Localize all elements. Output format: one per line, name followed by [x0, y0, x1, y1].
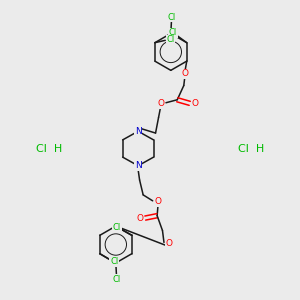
Text: O: O	[166, 238, 172, 247]
Text: O: O	[136, 214, 143, 223]
Text: Cl: Cl	[169, 28, 177, 38]
Text: O: O	[154, 197, 161, 206]
Text: Cl: Cl	[167, 13, 175, 22]
Text: O: O	[192, 99, 199, 108]
Text: Cl  H: Cl H	[36, 143, 62, 154]
Text: Cl: Cl	[112, 275, 121, 284]
Text: O: O	[157, 99, 164, 108]
Text: Cl: Cl	[167, 35, 175, 44]
Text: Cl: Cl	[113, 223, 121, 232]
Text: O: O	[181, 69, 188, 78]
Text: Cl: Cl	[110, 257, 118, 266]
Text: Cl  H: Cl H	[238, 143, 264, 154]
Text: N: N	[135, 161, 142, 170]
Text: N: N	[135, 127, 142, 136]
